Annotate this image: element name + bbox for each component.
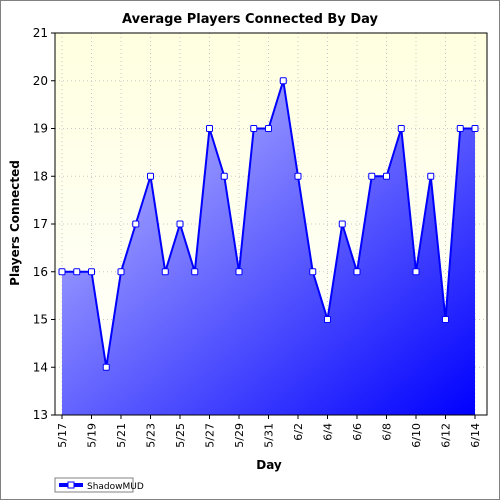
data-point bbox=[102, 363, 110, 371]
y-tick-label: 14 bbox=[33, 360, 48, 374]
x-tick-label: 6/4 bbox=[322, 423, 335, 441]
data-point bbox=[309, 268, 317, 276]
x-tick-label: 6/14 bbox=[469, 423, 482, 448]
data-point bbox=[324, 316, 331, 323]
data-point bbox=[58, 268, 66, 276]
data-point bbox=[206, 125, 213, 132]
data-point bbox=[265, 125, 272, 132]
chart-title: Average Players Connected By Day bbox=[122, 12, 378, 27]
data-point bbox=[73, 268, 81, 276]
data-point bbox=[88, 268, 95, 276]
y-tick-label: 21 bbox=[33, 26, 48, 40]
y-tick-label: 15 bbox=[33, 313, 48, 327]
x-tick-label: 5/23 bbox=[145, 423, 158, 448]
x-tick-label: 6/8 bbox=[381, 423, 394, 441]
y-tick-label: 16 bbox=[33, 265, 48, 279]
data-point bbox=[132, 220, 140, 228]
markers bbox=[58, 77, 479, 371]
x-tick-label: 6/12 bbox=[440, 423, 453, 448]
x-tick-label: 5/21 bbox=[115, 423, 128, 448]
data-point bbox=[456, 125, 464, 132]
data-point bbox=[161, 268, 169, 276]
data-point bbox=[353, 268, 361, 276]
x-tick-label: 5/25 bbox=[174, 423, 187, 448]
y-tick-label: 17 bbox=[33, 217, 48, 231]
plot-border bbox=[54, 32, 488, 416]
data-point bbox=[294, 172, 302, 180]
x-tick-label: 5/27 bbox=[204, 423, 217, 448]
data-point bbox=[471, 125, 479, 132]
data-point bbox=[397, 125, 405, 132]
data-point bbox=[220, 172, 228, 180]
legend-label-shadowmud: ShadowMUD bbox=[87, 482, 144, 492]
x-tick-label: 6/2 bbox=[292, 423, 305, 441]
data-point bbox=[235, 268, 243, 276]
data-point bbox=[117, 268, 125, 276]
data-point bbox=[279, 77, 287, 85]
data-point bbox=[412, 268, 420, 276]
y-axis: 13 14 15 16 17 18 19 20 21 bbox=[33, 26, 488, 422]
x-tick-label: 5/29 bbox=[233, 423, 246, 448]
x-tick-label: 5/17 bbox=[56, 423, 69, 448]
data-point bbox=[176, 220, 184, 228]
x-axis: 5/17 5/19 5/21 5/23 5/25 5/27 5/29 5/31 6/2 6/4 6/… bbox=[56, 415, 482, 448]
x-tick-label: 5/31 bbox=[263, 423, 276, 448]
y-tick-label: 13 bbox=[33, 408, 48, 422]
y-axis-label: Players Connected bbox=[8, 160, 22, 286]
data-point bbox=[368, 172, 376, 180]
y-tick-label: 18 bbox=[33, 169, 48, 183]
legend-swatch-marker bbox=[67, 481, 75, 489]
series-area-shadowmud bbox=[62, 80, 475, 415]
data-point bbox=[191, 268, 199, 276]
x-tick-label: 6/6 bbox=[351, 423, 364, 441]
data-point bbox=[427, 172, 435, 180]
data-point bbox=[250, 125, 258, 132]
y-tick-label: 19 bbox=[33, 122, 48, 136]
x-axis-label: Day bbox=[256, 458, 282, 472]
data-point bbox=[147, 172, 154, 180]
data-point bbox=[442, 316, 449, 323]
data-point bbox=[383, 172, 390, 180]
x-tick-label: 5/19 bbox=[86, 423, 99, 448]
y-tick-label: 20 bbox=[33, 74, 48, 88]
legend: ShadowMUD bbox=[54, 477, 144, 493]
x-tick-label: 6/10 bbox=[410, 423, 423, 448]
data-point bbox=[338, 220, 346, 228]
